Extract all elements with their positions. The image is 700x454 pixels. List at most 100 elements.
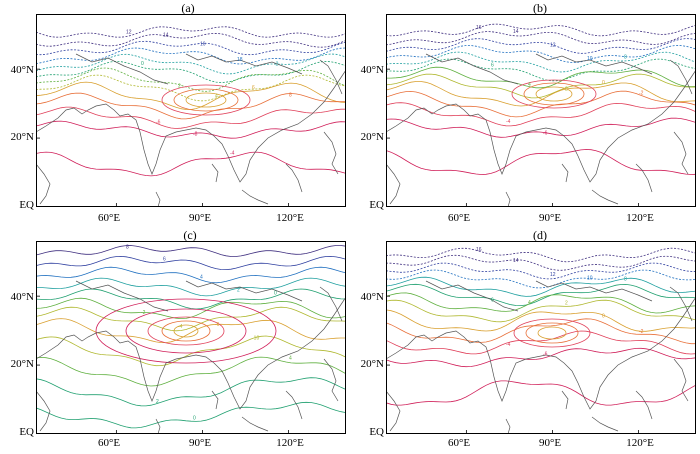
contour-label: 4 <box>200 275 203 281</box>
contour-label: 0 <box>602 314 605 320</box>
contour-line <box>36 377 346 407</box>
contour-label: 2 <box>178 83 181 89</box>
coastline <box>185 280 303 302</box>
lat-label-eq: EQ <box>19 199 34 211</box>
panel-c: (c) 40°N 20°N EQ 60°E 90°E 120°E 8 6 4 2 0 -2… <box>0 227 350 454</box>
contour-line <box>36 401 346 429</box>
map-frame <box>386 14 696 207</box>
contour-ellipse <box>535 86 573 102</box>
lon-label-120e: 120°E <box>276 437 304 449</box>
panel-title: (b) <box>533 1 547 15</box>
coastline <box>561 163 569 183</box>
contour-line <box>386 51 696 73</box>
coastline <box>669 286 693 322</box>
lon-label-120e: 120°E <box>626 437 654 449</box>
contour-label: 2 <box>237 287 240 293</box>
coastline <box>635 390 653 420</box>
contour-ellipse <box>161 320 211 342</box>
contour-line <box>36 120 346 139</box>
contour-line <box>386 380 696 406</box>
lon-label-90e: 90°E <box>188 212 212 224</box>
contour-ellipse <box>511 79 597 109</box>
contour-line <box>36 40 346 56</box>
contour-ellipse <box>173 88 239 112</box>
contour-ellipse <box>537 326 567 340</box>
coastline <box>673 358 689 402</box>
coastline <box>211 163 219 183</box>
contour-line <box>386 276 696 297</box>
contour-label: 0 <box>141 61 144 67</box>
contour-label: 12 <box>550 272 556 278</box>
contour-line <box>36 255 346 271</box>
contour-label: -4 <box>506 342 511 348</box>
lat-label-eq: EQ <box>19 426 34 438</box>
contour-label: 6 <box>252 85 255 91</box>
contour-label: 12 <box>550 43 556 49</box>
contour-label: 0 <box>602 80 605 86</box>
contour-line <box>386 90 696 118</box>
contour-label: -2 <box>274 62 279 68</box>
contour-line <box>386 81 696 107</box>
contour-label: 4 <box>528 300 531 306</box>
contour-ellipse <box>185 92 227 108</box>
contour-label: 4 <box>215 94 218 100</box>
contour-label: 14 <box>163 32 169 38</box>
panel-a: (a) 40°N 20°N EQ 60°E 90°E 120°E 12 14 16 1… <box>0 0 350 227</box>
contour-label: 16 <box>476 25 482 31</box>
contour-line <box>386 58 696 82</box>
panel-d: (d) 40°N 20°N EQ 60°E 90°E 120°E 16 14 12 1… <box>350 227 700 454</box>
contour-ellipse <box>161 84 251 116</box>
contour-line <box>386 283 696 307</box>
coastline <box>241 189 269 205</box>
lat-label-40n: 40°N <box>360 291 384 303</box>
contour-line <box>36 335 346 367</box>
coastline <box>241 416 269 432</box>
contour-line <box>36 53 346 75</box>
lon-label-120e: 120°E <box>276 212 304 224</box>
map-plot: 16 14 12 10 8 6 4 2 0 -2 -4 -6 <box>386 14 696 207</box>
coastline <box>561 390 569 410</box>
map-frame <box>386 241 696 434</box>
contour-label: -2 <box>639 329 644 335</box>
coastline <box>75 280 169 312</box>
coastline <box>323 131 339 175</box>
coastline <box>386 296 696 410</box>
panel-title: (d) <box>533 228 547 242</box>
contour-label: 0 <box>274 290 277 296</box>
contour-label: 8 <box>289 93 292 99</box>
coastline <box>319 286 343 322</box>
lon-label-90e: 90°E <box>538 437 562 449</box>
coastline <box>36 296 346 410</box>
contour-line <box>36 318 346 343</box>
lat-label-20n: 20°N <box>10 131 34 143</box>
coastline <box>386 69 696 183</box>
contour-label: 4 <box>289 356 292 362</box>
coastline <box>535 53 653 75</box>
contour-line <box>36 356 346 387</box>
contour-line <box>386 330 696 355</box>
contour-ellipse <box>173 324 199 338</box>
lat-label-eq: EQ <box>369 199 384 211</box>
contour-line <box>36 32 346 48</box>
coastline <box>591 189 619 205</box>
contour-line <box>386 262 696 280</box>
coastline <box>285 163 303 193</box>
contour-line <box>386 45 696 63</box>
coastline <box>635 163 653 193</box>
lat-label-20n: 20°N <box>10 358 34 370</box>
contour-line <box>36 47 346 65</box>
contour-line <box>36 74 346 102</box>
contour-label: 2 <box>565 300 568 306</box>
contour-label: 2 <box>156 399 159 405</box>
coastline <box>535 280 653 302</box>
contour-line <box>36 92 346 120</box>
contour-line <box>386 38 696 54</box>
contour-label: -2 <box>639 91 644 97</box>
contour-label: -6 <box>543 352 548 358</box>
coastline <box>36 69 346 183</box>
coastline <box>285 390 303 420</box>
coastline <box>386 390 401 432</box>
lon-label-90e: 90°E <box>538 212 562 224</box>
contour-label: -4 <box>506 119 511 125</box>
contour-line <box>36 266 346 284</box>
